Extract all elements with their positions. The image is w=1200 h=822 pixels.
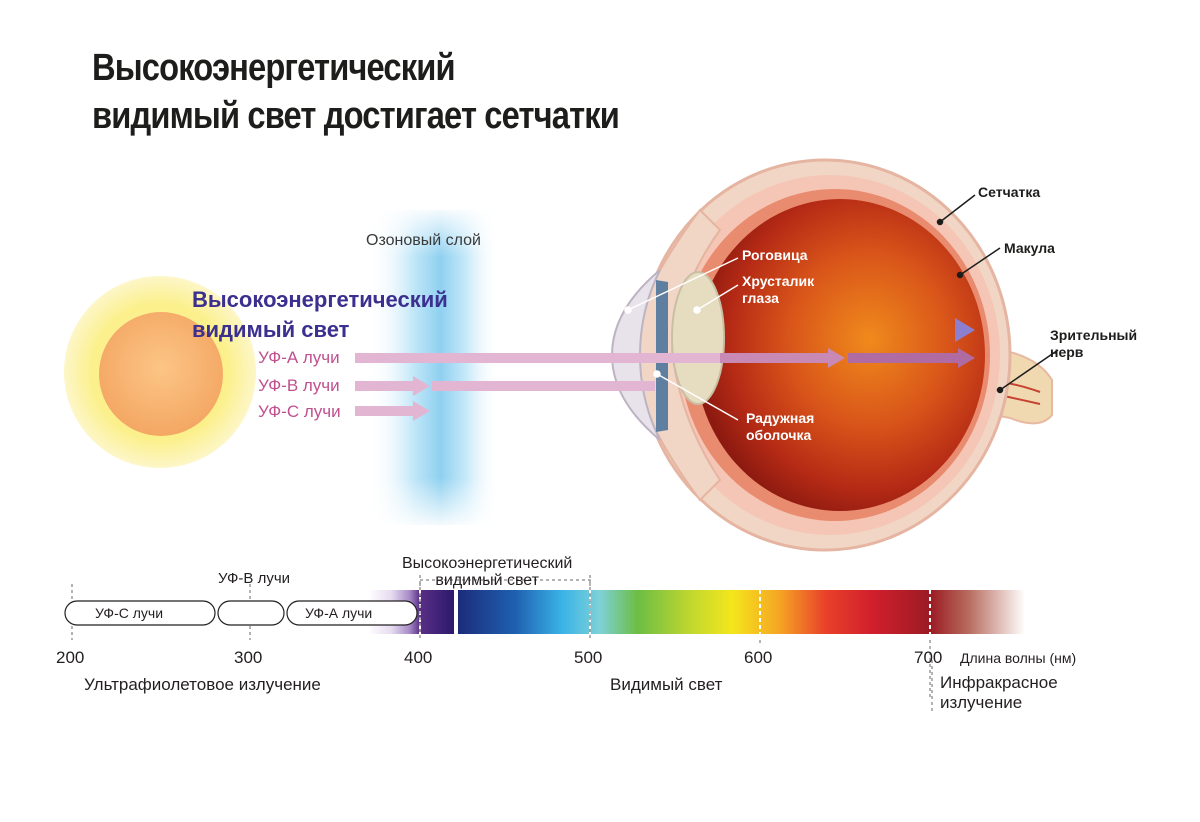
- pill-uva-label: УФ-А лучи: [305, 605, 373, 621]
- uva-ray-label: УФ-А лучи: [258, 348, 340, 367]
- infrared-label-line-1: Инфракрасное: [940, 673, 1058, 692]
- uvb-ray-label: УФ-В лучи: [258, 376, 340, 395]
- sun-core: [99, 312, 223, 436]
- ozone-label: Озоновый слой: [366, 232, 481, 249]
- wavelength-unit-label: Длина волны (нм): [960, 650, 1077, 666]
- pill-uva: [286, 600, 418, 626]
- eye-interior: [695, 199, 985, 511]
- tick-600: 600: [744, 648, 773, 667]
- infrared-label-line-2: излучение: [940, 693, 1023, 712]
- optic-nerve-label-line-2: нерв: [1050, 344, 1084, 360]
- violet-band: [420, 590, 454, 634]
- hev-top-label-line-2: видимый свет: [435, 572, 539, 589]
- uva-arrow-head: [958, 348, 975, 368]
- visible-light-label: Видимый свет: [610, 675, 723, 694]
- infrared-label: Инфракрасное излучение: [940, 673, 1058, 713]
- uvc-ray-label: УФ-С лучи: [258, 402, 341, 421]
- tick-300: 300: [234, 648, 263, 667]
- eye-leaders-white: [624, 257, 739, 421]
- retina-label: Сетчатка: [978, 184, 1041, 200]
- hev-ray-label-line-2: видимый свет: [192, 317, 350, 342]
- hev-top-label: Высокоэнергетический видимый свет: [402, 555, 572, 589]
- iris-label-line-2: оболочка: [746, 427, 812, 443]
- lens-shape: [671, 271, 725, 405]
- cornea-label: Роговица: [742, 247, 808, 263]
- hev-top-label-line-1: Высокоэнергетический: [402, 555, 573, 572]
- visible-spectrum: [458, 590, 930, 634]
- lens-label-line-1: Хрусталик: [742, 273, 815, 289]
- eye-leaders-dark: [936, 194, 1059, 394]
- infrared-band: [930, 590, 1025, 634]
- title-line-1: Высокоэнергетический: [92, 47, 456, 89]
- iris-label-line-1: Радужная: [746, 410, 815, 426]
- tick-400: 400: [404, 648, 433, 667]
- iris-label: Радужная оболочка: [746, 410, 814, 444]
- optic-nerve-label-line-1: Зрительный: [1050, 327, 1138, 343]
- tick-700: 700: [914, 648, 943, 667]
- tick-marks: [71, 575, 931, 700]
- title-line-2: видимый свет достигает сетчатки: [92, 95, 620, 137]
- optic-nerve-label: Зрительный нерв: [1050, 327, 1137, 361]
- hev-ray-label: Высокоэнергетический видимый свет: [192, 285, 448, 345]
- uvb-top-label: УФ-В лучи: [218, 570, 291, 587]
- hev-arrow-head: [955, 318, 975, 342]
- macula-label: Макула: [1004, 240, 1055, 256]
- tick-200: 200: [56, 648, 85, 667]
- uv-radiation-label: Ультрафиолетовое излучение: [84, 675, 321, 694]
- lens-label-line-2: глаза: [742, 290, 779, 306]
- pill-uvc: [64, 600, 216, 626]
- lens-label: Хрусталик глаза: [742, 273, 814, 307]
- pill-uvb: [217, 600, 285, 626]
- tick-500: 500: [574, 648, 603, 667]
- pill-uvc-label: УФ-С лучи: [95, 605, 164, 621]
- page-title: Высокоэнергетический видимый свет достиг…: [92, 44, 620, 140]
- hev-ray-label-line-1: Высокоэнергетический: [192, 287, 448, 312]
